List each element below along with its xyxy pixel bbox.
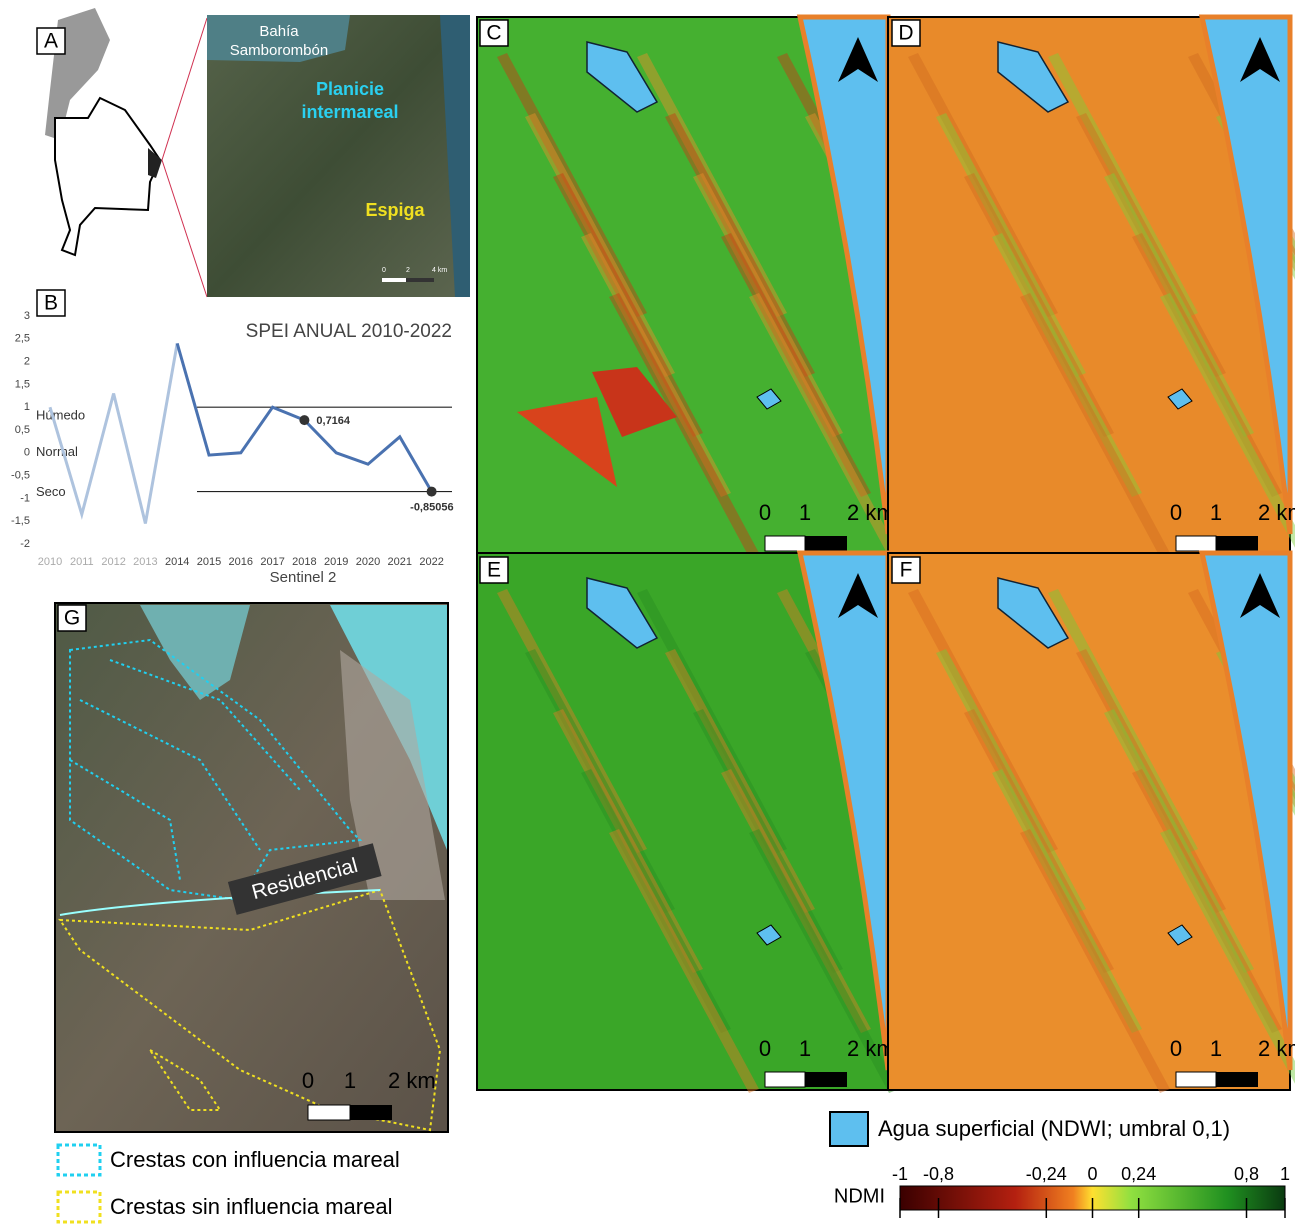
colorbar-tick-label: -0,24 [1026, 1164, 1067, 1184]
x-tick-label: 2010 [38, 556, 62, 568]
panel-label: F [900, 559, 913, 582]
zone-label: Seco [36, 484, 66, 499]
y-tick-label: -2 [20, 538, 30, 550]
zone-label: Húmedo [36, 408, 85, 423]
inset-text: Planicie [316, 79, 384, 99]
y-tick-label: -1 [20, 492, 30, 504]
inset-scale: 0 [382, 267, 386, 274]
y-tick-label: 2 [24, 356, 30, 368]
scale-label: 1 [1210, 1036, 1222, 1061]
data-label: -0,85056 [410, 501, 453, 513]
x-tick-label: 2018 [292, 556, 316, 568]
colorbar-tick-label: 0 [1087, 1164, 1097, 1184]
y-tick-label: 0,5 [15, 424, 30, 436]
inset-scale: 4 km [432, 267, 447, 274]
x-tick-label: 2013 [133, 556, 157, 568]
x-tick-label: 2012 [101, 556, 125, 568]
zone-label: Normal [36, 444, 78, 459]
figure: 012 km012 km012 km012 km Bahía Samboromb… [0, 0, 1295, 1227]
panel-label: A [44, 30, 58, 53]
panel-label: C [486, 22, 501, 45]
x-axis-label: Sentinel 2 [270, 569, 337, 586]
panel-label: B [44, 292, 58, 315]
scale-label: 0 [1170, 1036, 1182, 1061]
legend-swatch [830, 1112, 868, 1146]
legend-text: Crestas sin influencia mareal [110, 1194, 392, 1219]
panel-label: G [64, 607, 80, 630]
series-line [50, 343, 177, 523]
y-tick-label: -1,5 [11, 515, 30, 527]
panel-label: E [487, 559, 501, 582]
scale-label: 2 km [388, 1068, 436, 1093]
inset-scale: 2 [406, 267, 410, 274]
legend-swatch [58, 1192, 100, 1222]
scale-bar [350, 1105, 392, 1120]
x-tick-label: 2017 [260, 556, 284, 568]
scale-bar [805, 1072, 847, 1087]
x-tick-label: 2020 [356, 556, 380, 568]
legend-text: Crestas con influencia mareal [110, 1147, 400, 1172]
scale-label: 2 km [1258, 1036, 1295, 1061]
x-tick-label: 2016 [229, 556, 253, 568]
province-outline [55, 98, 160, 255]
data-point [299, 415, 309, 425]
scale-label: 1 [344, 1068, 356, 1093]
chart-title: SPEI ANUAL 2010-2022 [246, 321, 452, 342]
y-tick-label: 0 [24, 447, 30, 459]
legend-swatch [58, 1145, 100, 1175]
y-tick-label: 3 [24, 310, 30, 322]
colorbar-tick-label: -1 [892, 1164, 908, 1184]
scale-label: 0 [302, 1068, 314, 1093]
data-label: 0,7164 [316, 415, 351, 427]
inset-text: Bahía [259, 23, 299, 40]
inset-text: Samborombón [230, 42, 328, 59]
scale-bar [765, 536, 805, 551]
connector [162, 160, 207, 297]
y-tick-label: 2,5 [15, 333, 30, 345]
spei-chart: SPEI ANUAL 2010-2022 Sentinel 2 3 2,5 2 1,5… [11, 310, 454, 586]
colorbar-tick-label: 0,8 [1234, 1164, 1259, 1184]
y-tick-label: -0,5 [11, 470, 30, 482]
inset-text: intermareal [301, 102, 398, 122]
x-tick-label: 2019 [324, 556, 348, 568]
scale-label: 2 km [1258, 500, 1295, 525]
scale-bar [805, 536, 847, 551]
colorbar-tick-label: -0,8 [923, 1164, 954, 1184]
x-tick-label: 2022 [419, 556, 443, 568]
scale-label: 1 [799, 500, 811, 525]
data-point [427, 487, 437, 497]
scale-bar [308, 1105, 350, 1120]
x-tick-label: 2021 [388, 556, 412, 568]
scale-label: 1 [799, 1036, 811, 1061]
scale-bar [1176, 536, 1216, 551]
scale-bar [406, 278, 434, 282]
colorbar-tick-label: 0,24 [1121, 1164, 1156, 1184]
x-tick-label: 2015 [197, 556, 221, 568]
scale-bar [1216, 1072, 1258, 1087]
connector [162, 18, 207, 160]
y-tick-label: 1 [24, 401, 30, 413]
colorbar-label: NDMI [834, 1185, 885, 1207]
scale-label: 1 [1210, 500, 1222, 525]
colorbar-tick-label: 1 [1280, 1164, 1290, 1184]
y-tick-label: 1,5 [15, 378, 30, 390]
scale-bar [1176, 1072, 1216, 1087]
panel-g: Residencial [55, 603, 448, 1132]
scale-bar [382, 278, 406, 282]
inset-map: Bahía Samborombón Planicie intermareal E… [45, 8, 470, 297]
legend-text: Agua superficial (NDWI; umbral 0,1) [878, 1116, 1230, 1141]
x-tick-label: 2014 [165, 556, 189, 568]
panel-label: D [898, 22, 913, 45]
x-tick-label: 2011 [70, 556, 94, 568]
scale-label: 0 [1170, 500, 1182, 525]
scale-label: 0 [759, 500, 771, 525]
scale-bar [1216, 536, 1258, 551]
scale-label: 0 [759, 1036, 771, 1061]
inset-text: Espiga [365, 200, 425, 220]
scale-bar [765, 1072, 805, 1087]
